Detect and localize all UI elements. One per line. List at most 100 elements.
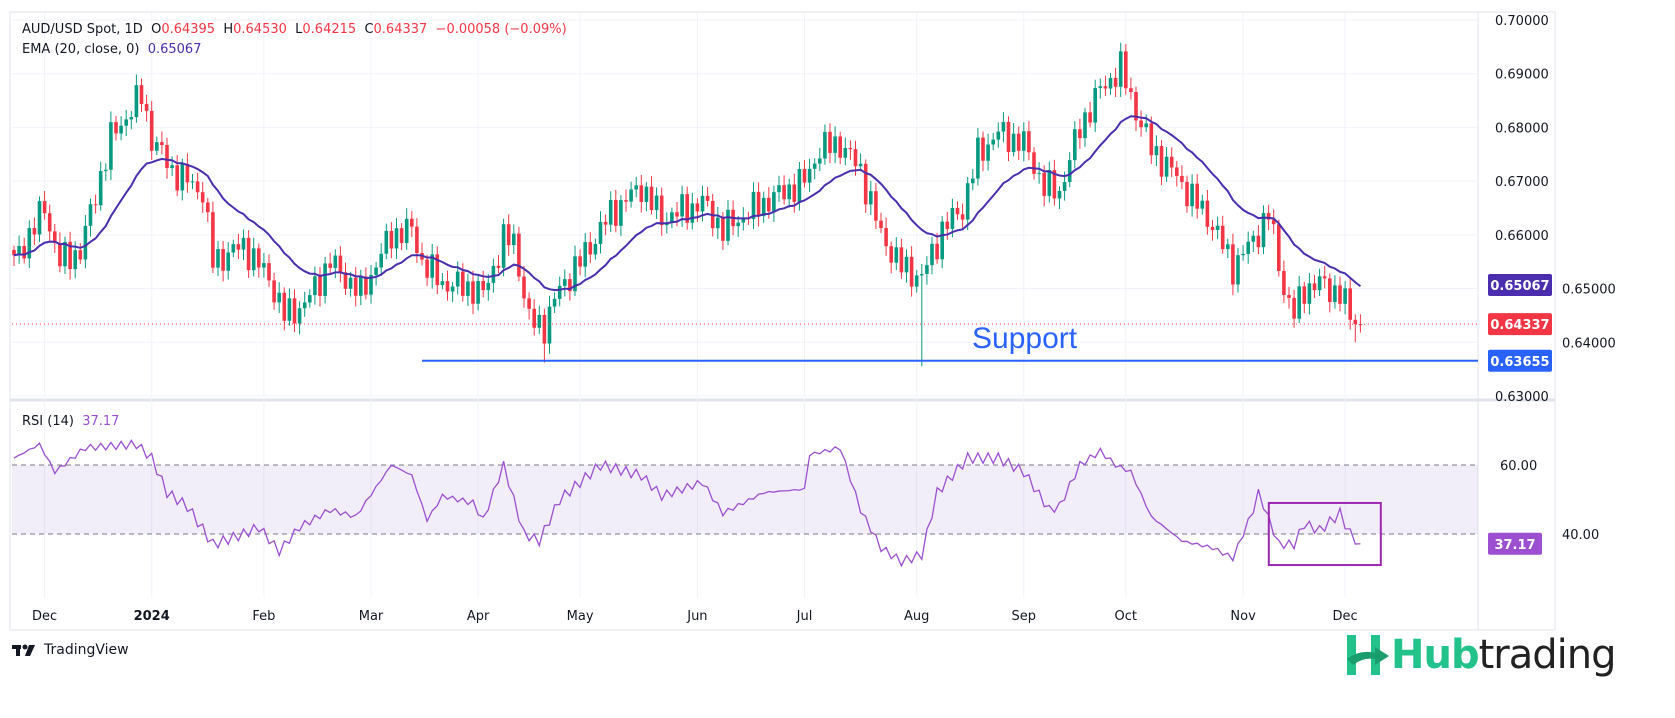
candle-body [1098,86,1103,89]
candle-body [1144,123,1148,128]
candle-body [568,279,572,292]
candle-body [1113,77,1118,87]
candle-body [904,256,909,273]
candle-body [251,248,256,271]
candle-body [359,276,363,296]
ema-legend[interactable]: EMA (20, close, 0) 0.65067 [22,42,201,57]
candle-body [506,224,511,246]
candle-body [353,277,358,296]
candle-body [37,201,42,235]
tradingview-logo[interactable]: TradingView [12,642,129,658]
price-tick-label: 0.66000 [1495,229,1549,244]
candle-body [415,226,419,254]
chart-frame [9,11,1556,631]
candle-body [399,228,404,244]
candle-body [450,286,455,292]
candle-body [1154,146,1159,156]
candle-body [869,191,873,205]
candle-body [1134,91,1138,121]
candle-body [1333,285,1337,303]
candle-body [139,85,144,104]
candle-body [1348,288,1352,320]
ema-line [13,115,1362,292]
candle-body [1231,244,1235,285]
price-legend: AUD/USD Spot, 1D O0.64395 H0.64530 L0.64… [22,22,567,37]
candle-body [226,252,230,271]
candle-body [1210,226,1215,230]
candle-body [537,314,542,328]
candle-body [471,281,475,304]
rsi-highlight-box[interactable] [1267,501,1382,567]
candle-body [206,202,210,213]
candle-body [736,222,740,227]
change-value: −0.00058 (−0.09%) [435,22,567,37]
candle-body [119,125,123,134]
candle-body [476,280,480,304]
candle-body [547,306,552,344]
price-tick-label: 0.70000 [1495,14,1549,29]
candle-body [68,241,72,270]
candle-body [318,276,322,296]
candle-body [542,314,547,344]
candle-body [389,230,394,249]
candle-body [282,292,287,321]
candle-body [267,263,271,281]
candle-body [614,200,618,226]
candle-body [12,249,16,256]
candle-body [1256,235,1261,248]
price-tick-label: 0.65000 [1562,283,1616,298]
candle-body [1343,288,1347,304]
support-price-badge [1488,349,1552,372]
candle-body [1271,219,1276,225]
candle-body [649,186,654,210]
candle-body [690,203,695,223]
rsi-value-badge-text: 37.17 [1494,538,1535,553]
price-tick-label: 0.67000 [1495,175,1549,190]
time-tick-label: Feb [252,609,275,624]
candle-body [925,265,929,275]
candle-body [1195,183,1199,209]
time-tick-label: Mar [359,609,384,624]
candle-body [394,228,399,249]
candle-body [767,197,771,212]
candle-body [302,302,307,309]
candle-body [134,85,139,118]
candle-body [53,231,57,243]
rsi-legend[interactable]: RSI (14) 37.17 [22,414,119,429]
candle-body [338,255,343,273]
rsi-tick-label: 40.00 [1562,528,1599,543]
candle-body [292,298,297,324]
candle-body [180,163,185,191]
last-price-badge [1488,313,1552,336]
candle-body [583,242,587,267]
candle-body [858,163,863,167]
candle-body [170,165,174,169]
ema-price-badge [1488,273,1552,296]
candle-body [287,298,292,321]
candle-body [1032,152,1036,174]
candle-body [991,139,995,145]
candle-body [200,192,205,203]
candle-body [818,158,822,164]
candle-body [971,178,975,184]
candle-body [807,168,812,183]
candles [12,42,1363,367]
candle-body [522,276,526,299]
candle-body [1027,131,1031,153]
candle-body [440,281,445,286]
candle-body [1037,172,1041,174]
candle-body [425,259,429,278]
hub-text: Hub [1391,632,1480,678]
candle-body [144,103,149,111]
candle-body [1083,112,1087,139]
candle-body [848,148,853,150]
ema-price-badge-text: 0.65067 [1490,279,1549,294]
candle-body [659,195,664,226]
candle-body [88,204,93,226]
candle-body [501,224,506,268]
candle-body [343,272,348,289]
time-tick-label: Jul [796,609,813,624]
symbol-label[interactable]: AUD/USD Spot, 1D [22,22,143,37]
candle-body [466,281,470,296]
time-tick-label: Nov [1230,609,1256,624]
